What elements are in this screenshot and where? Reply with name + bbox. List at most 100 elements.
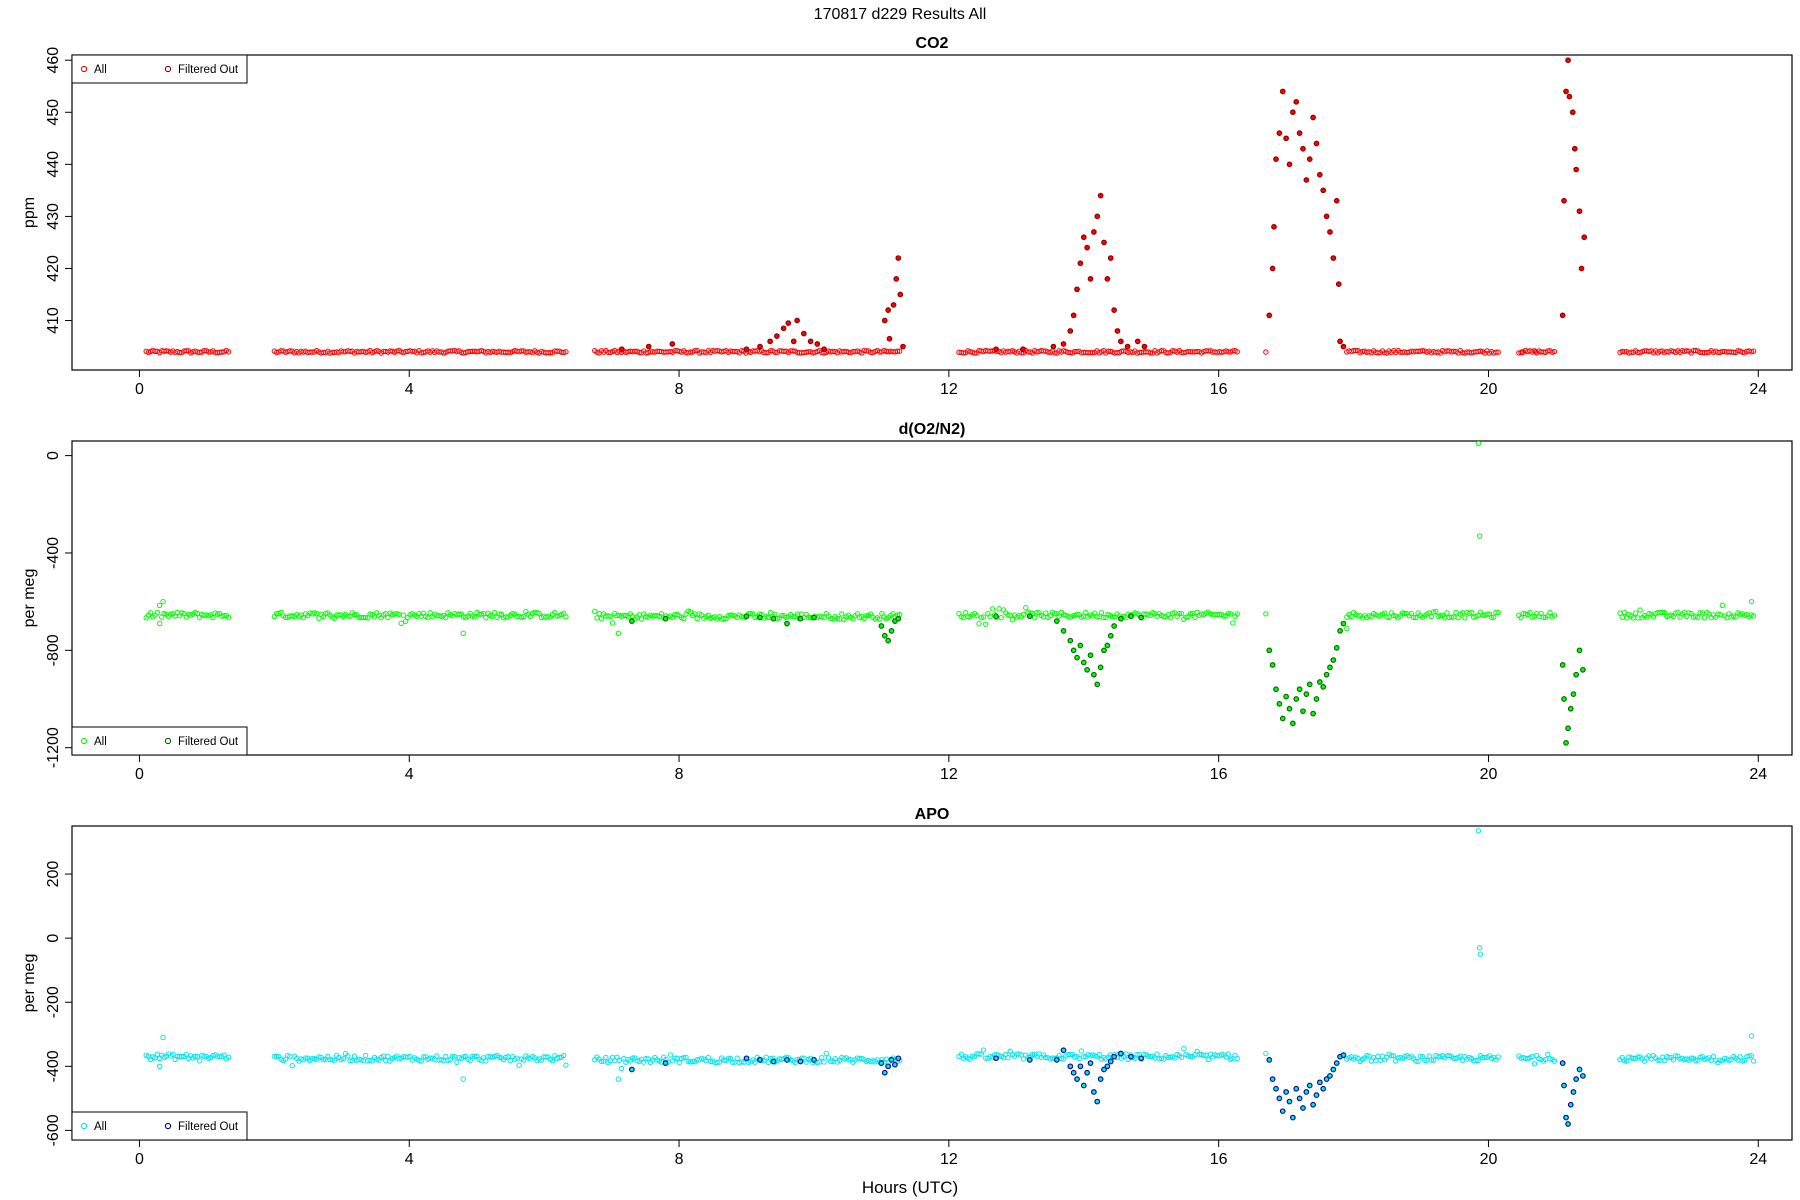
data-point-filtered [1070,647,1077,654]
data-point-filtered [881,317,888,324]
data-point-all [183,348,189,354]
data-point-all [192,1053,198,1060]
data-point-all [516,1062,522,1068]
data-point-all [672,1055,678,1061]
data-point-filtered [1286,161,1293,168]
data-point-all [1430,1057,1437,1063]
data-point-filtered [1335,281,1342,287]
data-point-filtered [1559,1060,1566,1066]
data-point-filtered [1101,1066,1107,1073]
data-point-filtered [1340,343,1347,350]
data-point-all [1230,620,1236,626]
data-point-all [1477,533,1483,539]
data-point-all [1023,605,1029,611]
data-point-all [1381,349,1388,356]
data-point-filtered [1283,693,1289,700]
data-point-all [1234,349,1240,355]
data-point-filtered [1111,623,1117,629]
data-point-filtered [1077,642,1084,649]
data-point-filtered [1333,197,1340,204]
data-point-all [405,1054,411,1060]
data-point-all [201,1053,207,1060]
data-point-all [1388,1053,1395,1059]
data-point-all [1748,349,1755,355]
data-point-all [1661,1057,1668,1064]
data-point-all [1448,614,1455,620]
data-point-all [823,1050,829,1057]
data-point-filtered [1128,613,1134,620]
x-tick-label: 12 [940,381,958,398]
data-point-all [1551,612,1558,618]
data-point-all [658,611,665,617]
data-point-filtered [1141,343,1148,350]
data-point-filtered [1269,1076,1276,1082]
data-point-all [1453,609,1459,616]
data-point-filtered [892,1061,898,1068]
data-point-all [340,1056,347,1062]
data-point-all [1225,610,1232,617]
data-point-all [1364,1052,1370,1059]
x-tick-label: 20 [1480,766,1498,783]
data-point-all [1410,614,1417,620]
data-point-filtered [1060,1047,1067,1054]
data-point-all [894,348,901,354]
data-point-filtered [1050,343,1057,350]
panel-title: d(O2/N2) [899,421,966,438]
data-point-filtered [1565,725,1571,732]
data-point-filtered [993,346,999,353]
data-point-all [827,616,834,622]
data-point-filtered [1118,615,1124,622]
data-point-all [1697,1054,1703,1061]
data-point-all [767,609,774,616]
data-point-all [1187,611,1194,617]
data-point-all [1167,615,1174,621]
data-point-filtered [811,1057,817,1063]
data-point-all [1355,613,1361,619]
data-point-filtered [807,338,814,345]
data-point-all [765,1059,772,1066]
y-tick-label: 450 [45,99,62,126]
data-point-all [160,598,166,605]
data-point-all [1735,347,1741,354]
data-point-all [1462,615,1468,621]
data-point-all [1187,1053,1194,1060]
data-point-all [1519,349,1525,355]
data-point-all [210,614,216,621]
data-point-all [1484,611,1490,617]
data-point-all [1695,614,1701,621]
x-axis-label: Hours (UTC) [862,1178,958,1197]
data-point-filtered [888,1057,895,1063]
data-point-all [1659,609,1665,616]
data-point-all [790,348,796,354]
data-point-filtered [1269,265,1276,272]
data-point-all [821,1059,827,1065]
data-point-all [1686,610,1692,616]
data-point-all [1717,1057,1723,1063]
data-point-filtered [790,338,797,345]
data-point-filtered [1097,192,1104,199]
x-tick-label: 0 [135,381,144,398]
data-point-all [1227,1056,1234,1062]
data-point-all [1375,350,1381,356]
data-point-all [1741,1057,1748,1064]
data-point-all [716,1059,723,1065]
x-tick-label: 24 [1749,766,1767,783]
legend-label: All [94,64,107,76]
data-point-all [478,347,485,354]
data-point-all [1051,611,1058,617]
data-point-filtered [662,1060,669,1066]
data-point-all [1020,611,1027,617]
data-point-all [978,614,984,621]
data-point-all [1655,1057,1661,1063]
data-point-filtered [888,628,895,634]
data-point-all [1094,614,1100,620]
legend-box [71,1111,248,1141]
data-point-all [1158,347,1165,354]
x-tick-label: 12 [940,1151,958,1168]
data-point-filtered [1077,260,1084,267]
data-point-filtered [1067,637,1074,644]
data-point-all [763,1054,769,1060]
legend-label: All [94,736,107,748]
data-point-filtered [1107,632,1114,639]
data-point-filtered [1283,135,1289,142]
